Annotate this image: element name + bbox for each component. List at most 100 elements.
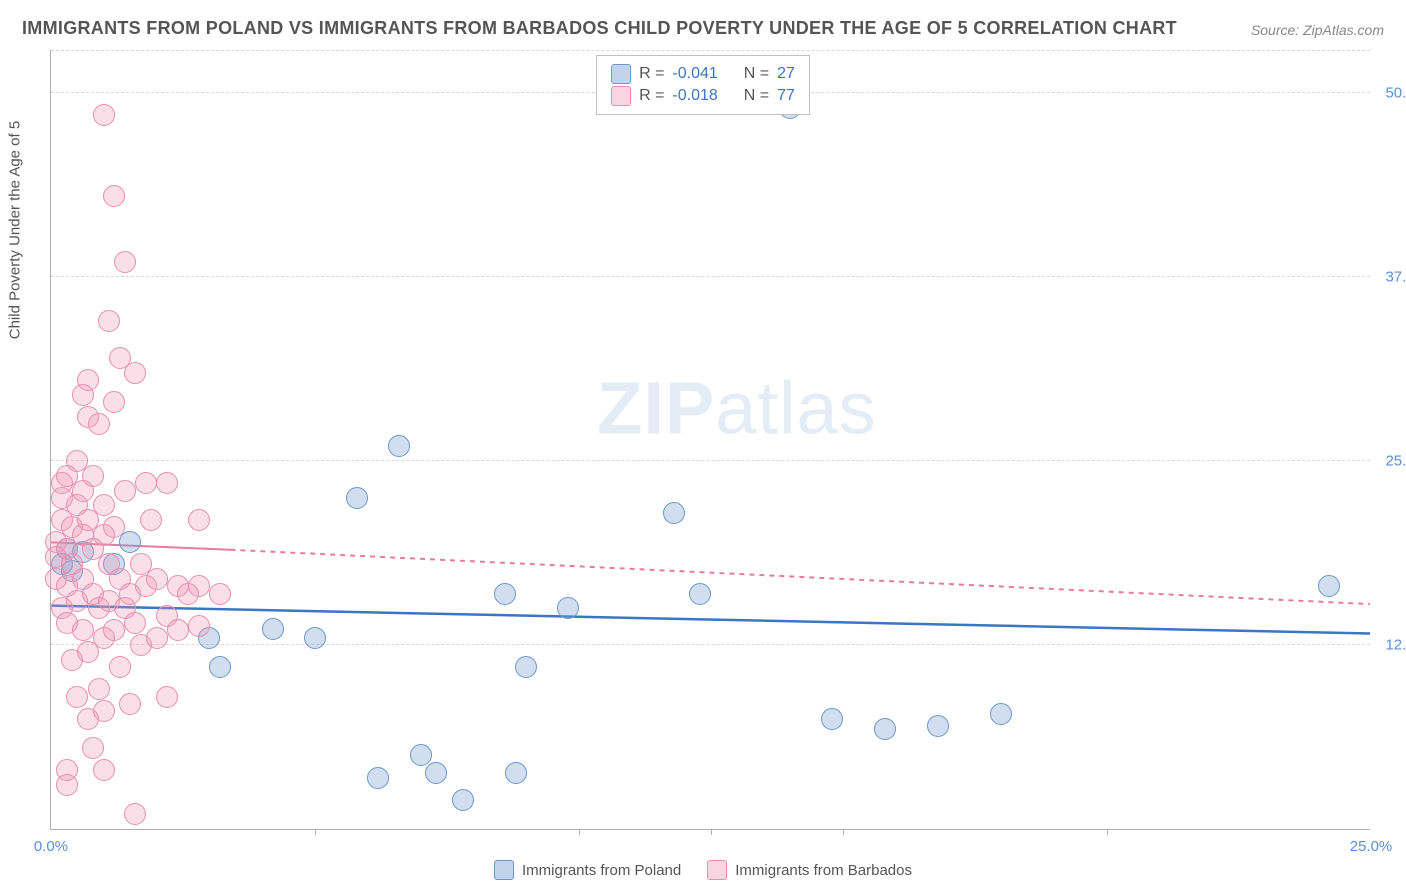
scatter-point bbox=[109, 656, 131, 678]
scatter-point bbox=[114, 480, 136, 502]
gridline bbox=[51, 50, 1370, 51]
scatter-point bbox=[146, 627, 168, 649]
scatter-point bbox=[114, 251, 136, 273]
scatter-point bbox=[103, 391, 125, 413]
x-tick bbox=[579, 829, 580, 835]
scatter-point bbox=[188, 575, 210, 597]
swatch-pink bbox=[707, 860, 727, 880]
r-value: -0.041 bbox=[672, 65, 717, 83]
y-tick-label: 50.0% bbox=[1376, 85, 1406, 102]
n-value: 77 bbox=[777, 87, 795, 105]
scatter-point bbox=[88, 413, 110, 435]
gridline bbox=[51, 460, 1370, 461]
n-label: N = bbox=[744, 87, 769, 105]
scatter-point bbox=[410, 744, 432, 766]
scatter-point bbox=[1318, 575, 1340, 597]
trend-lines bbox=[51, 50, 1370, 829]
scatter-point bbox=[452, 789, 474, 811]
trendline-poland bbox=[51, 606, 1370, 634]
scatter-point bbox=[72, 619, 94, 641]
scatter-point bbox=[82, 465, 104, 487]
x-tick bbox=[711, 829, 712, 835]
n-label: N = bbox=[744, 65, 769, 83]
x-tick bbox=[843, 829, 844, 835]
r-label: R = bbox=[639, 87, 664, 105]
gridline bbox=[51, 644, 1370, 645]
scatter-point bbox=[103, 619, 125, 641]
x-tick-label: 25.0% bbox=[1350, 838, 1393, 855]
scatter-point bbox=[663, 502, 685, 524]
scatter-point bbox=[103, 185, 125, 207]
watermark: ZIPatlas bbox=[597, 366, 876, 451]
scatter-point bbox=[689, 583, 711, 605]
scatter-point bbox=[140, 509, 162, 531]
scatter-point bbox=[304, 627, 326, 649]
watermark-bold: ZIP bbox=[597, 367, 715, 450]
scatter-point bbox=[167, 619, 189, 641]
scatter-point bbox=[874, 718, 896, 740]
scatter-point bbox=[990, 703, 1012, 725]
trendline-barbados-dashed bbox=[230, 550, 1370, 604]
scatter-point bbox=[209, 656, 231, 678]
scatter-point bbox=[156, 472, 178, 494]
plot-area: Child Poverty Under the Age of 5 ZIPatla… bbox=[50, 50, 1370, 830]
scatter-point bbox=[494, 583, 516, 605]
legend-item-poland: Immigrants from Poland bbox=[494, 860, 681, 880]
scatter-point bbox=[56, 774, 78, 796]
correlation-legend: R = -0.041 N = 27 R = -0.018 N = 77 bbox=[596, 55, 810, 115]
scatter-point bbox=[346, 487, 368, 509]
scatter-point bbox=[188, 615, 210, 637]
watermark-thin: atlas bbox=[715, 367, 876, 450]
y-tick-label: 25.0% bbox=[1376, 453, 1406, 470]
chart-title: IMMIGRANTS FROM POLAND VS IMMIGRANTS FRO… bbox=[22, 18, 1177, 39]
r-value: -0.018 bbox=[672, 87, 717, 105]
scatter-point bbox=[515, 656, 537, 678]
scatter-point bbox=[505, 762, 527, 784]
legend-label: Immigrants from Poland bbox=[522, 862, 681, 879]
swatch-blue bbox=[611, 64, 631, 84]
scatter-point bbox=[82, 737, 104, 759]
y-axis-label: Child Poverty Under the Age of 5 bbox=[7, 120, 24, 338]
y-tick-label: 37.5% bbox=[1376, 269, 1406, 286]
scatter-point bbox=[388, 435, 410, 457]
legend-item-barbados: Immigrants from Barbados bbox=[707, 860, 912, 880]
scatter-point bbox=[98, 310, 120, 332]
scatter-point bbox=[146, 568, 168, 590]
x-tick bbox=[315, 829, 316, 835]
swatch-pink bbox=[611, 86, 631, 106]
source-attribution: Source: ZipAtlas.com bbox=[1251, 22, 1384, 38]
scatter-point bbox=[557, 597, 579, 619]
scatter-point bbox=[209, 583, 231, 605]
legend-row-poland: R = -0.041 N = 27 bbox=[611, 64, 795, 84]
scatter-point bbox=[124, 803, 146, 825]
y-tick-label: 12.5% bbox=[1376, 637, 1406, 654]
scatter-point bbox=[77, 369, 99, 391]
scatter-point bbox=[93, 759, 115, 781]
legend-row-barbados: R = -0.018 N = 77 bbox=[611, 86, 795, 106]
scatter-point bbox=[262, 618, 284, 640]
scatter-point bbox=[425, 762, 447, 784]
scatter-point bbox=[821, 708, 843, 730]
x-tick bbox=[1107, 829, 1108, 835]
scatter-point bbox=[927, 715, 949, 737]
scatter-point bbox=[119, 693, 141, 715]
r-label: R = bbox=[639, 65, 664, 83]
gridline bbox=[51, 276, 1370, 277]
scatter-point bbox=[124, 612, 146, 634]
x-tick-label: 0.0% bbox=[34, 838, 68, 855]
scatter-point bbox=[66, 686, 88, 708]
scatter-point bbox=[367, 767, 389, 789]
series-legend: Immigrants from Poland Immigrants from B… bbox=[494, 860, 912, 880]
scatter-point bbox=[124, 362, 146, 384]
scatter-point bbox=[156, 686, 178, 708]
scatter-point bbox=[88, 678, 110, 700]
scatter-point bbox=[93, 700, 115, 722]
scatter-point bbox=[93, 104, 115, 126]
scatter-point bbox=[188, 509, 210, 531]
scatter-point bbox=[103, 516, 125, 538]
scatter-point bbox=[93, 494, 115, 516]
swatch-blue bbox=[494, 860, 514, 880]
n-value: 27 bbox=[777, 65, 795, 83]
scatter-point bbox=[135, 472, 157, 494]
legend-label: Immigrants from Barbados bbox=[735, 862, 912, 879]
